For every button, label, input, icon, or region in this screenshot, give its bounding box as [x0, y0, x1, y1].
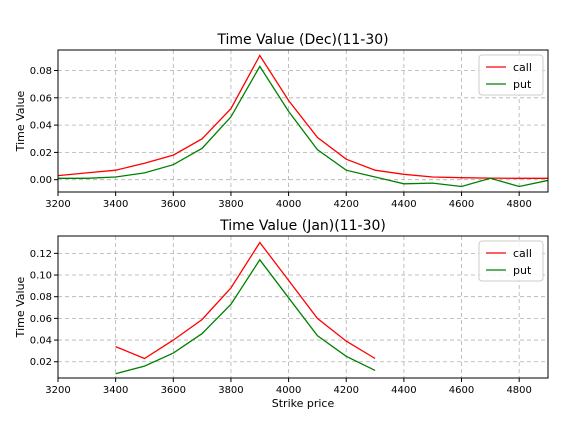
x-tick-label: 4400 — [391, 199, 416, 210]
y-tick-label: 0.08 — [30, 66, 52, 77]
plot-frame — [57, 49, 549, 193]
legend-box — [478, 54, 544, 96]
chart-panel-1: 3200 3400 3600 3800 4000 4200 4400 4600 4800 0.00… — [14, 32, 549, 210]
y-tick-label: 0.06 — [30, 314, 52, 325]
y-tick-label: 0.06 — [30, 93, 52, 104]
y-tick-label: 0.12 — [30, 249, 52, 260]
x-tick-label: 4800 — [506, 199, 531, 210]
x-tick-label: 4000 — [276, 385, 301, 396]
x-tick-label: 3400 — [103, 199, 128, 210]
y-tick-label: 0.04 — [30, 336, 52, 347]
x-tick-label: 3200 — [45, 199, 70, 210]
chart-title: Time Value (Jan)(11-30) — [219, 218, 386, 234]
x-tick-label: 4000 — [276, 199, 301, 210]
legend-label-call: call — [513, 61, 532, 74]
plot-frame — [57, 235, 549, 379]
x-tick-label: 4200 — [334, 385, 359, 396]
x-tick-label: 3400 — [103, 385, 128, 396]
legend: call put — [478, 54, 544, 96]
chart-panel-2: 3200 3400 3600 3800 4000 4200 4400 4600 4800 0.02… — [14, 218, 549, 410]
x-tick-label: 4400 — [391, 385, 416, 396]
legend-label-call: call — [513, 247, 532, 260]
series-line-call — [58, 54, 548, 179]
y-tick-label: 0.02 — [30, 148, 52, 159]
y-tick-label: 0.04 — [30, 121, 52, 132]
legend-box — [478, 240, 544, 282]
y-tick-label: 0.08 — [30, 292, 52, 303]
series-line-put — [58, 65, 548, 188]
chart-title: Time Value (Dec)(11-30) — [216, 32, 388, 48]
x-tick-label: 4600 — [449, 385, 474, 396]
x-axis-label: Strike price — [272, 397, 335, 410]
y-tick-label: 0.00 — [30, 175, 52, 186]
y-tick-label: 0.10 — [30, 271, 52, 282]
x-tick-label: 4800 — [506, 385, 531, 396]
y-tick-label: 0.02 — [30, 357, 52, 368]
x-tick-label: 3800 — [218, 199, 243, 210]
x-tick-label: 3600 — [161, 199, 186, 210]
y-axis-label: Time Value — [14, 276, 27, 338]
x-tick-label: 4200 — [334, 199, 359, 210]
y-axis-label: Time Value — [14, 90, 27, 152]
x-tick-label: 3600 — [161, 385, 186, 396]
x-tick-label: 3800 — [218, 385, 243, 396]
x-tick-label: 3200 — [45, 385, 70, 396]
series-line-put — [115, 258, 376, 375]
legend-label-put: put — [513, 78, 532, 91]
legend: call put — [478, 240, 544, 282]
series-line-call — [115, 241, 376, 360]
legend-label-put: put — [513, 264, 532, 277]
x-tick-label: 4600 — [449, 199, 474, 210]
